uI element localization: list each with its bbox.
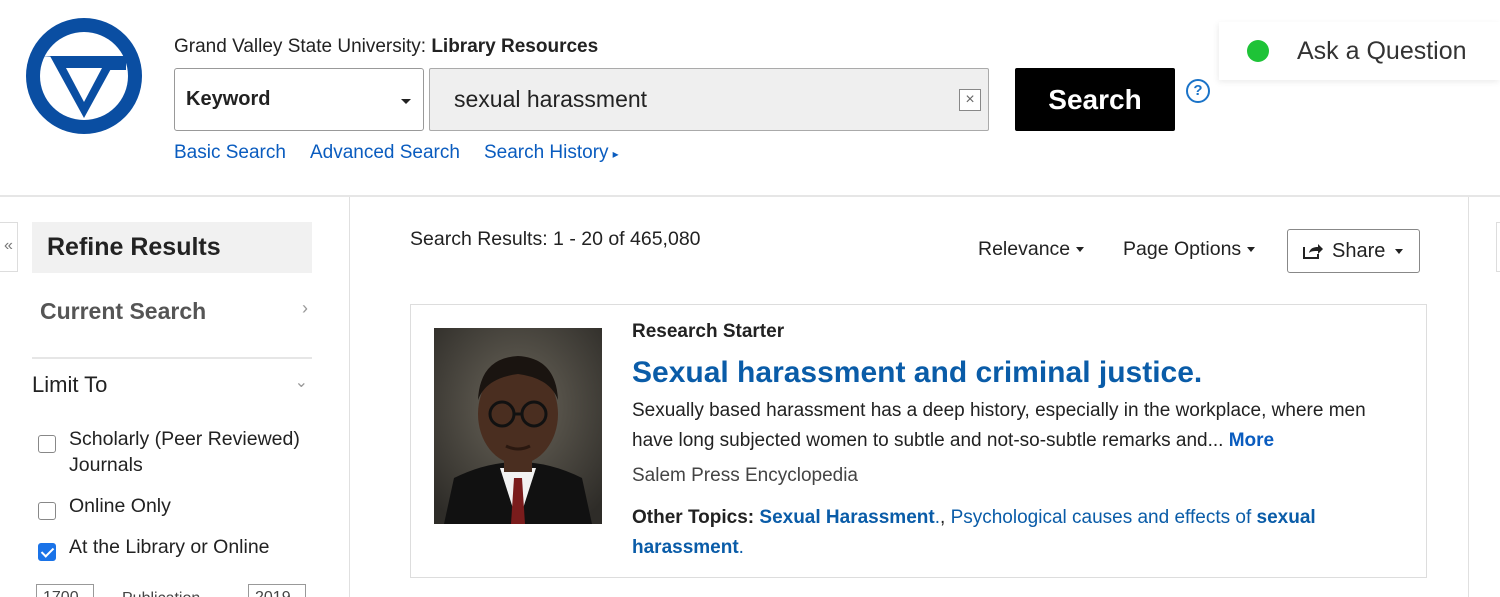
search-button[interactable]: Search [1015,68,1175,131]
checkbox[interactable] [38,502,56,520]
limit-option-online-only[interactable]: Online Only [38,493,171,520]
checkbox[interactable] [38,435,56,453]
search-history-link[interactable]: Search History ▸ [483,142,619,163]
search-input[interactable] [429,68,989,131]
search-field-select[interactable]: Keyword [174,68,424,131]
right-panel-tab[interactable] [1496,222,1500,272]
chevron-down-icon: ⌄ [294,374,308,391]
research-starter-title[interactable]: Sexual harassment and criminal justice. [632,356,1203,389]
caret-down-icon [401,99,411,104]
arrow-right-icon: ▸ [612,147,619,161]
topic-link-psychological-causes[interactable]: Psychological causes and effects of sexu… [632,507,1316,558]
advanced-search-link[interactable]: Advanced Search [309,142,460,163]
ask-a-question-widget[interactable]: Ask a Question [1219,22,1500,80]
limit-to-toggle[interactable]: Limit To ⌄ [32,372,308,397]
basic-search-link[interactable]: Basic Search [174,142,286,163]
page-options-dropdown[interactable]: Page Options [1123,238,1256,261]
limit-option-label: At the Library or Online [69,536,270,558]
other-topics: Other Topics: Sexual Harassment., Psycho… [632,507,1316,558]
sort-relevance-dropdown[interactable]: Relevance [978,238,1085,261]
limit-option-library-or-online[interactable]: At the Library or Online [38,534,270,561]
right-panel-divider [1468,197,1469,597]
limit-option-label: Online Only [69,495,171,517]
online-status-icon [1247,40,1269,62]
search-links: Basic Search Advanced Search Search Hist… [174,142,619,164]
research-starter-label: Research Starter [632,321,785,342]
ask-a-question-label: Ask a Question [1297,36,1467,65]
chevron-right-icon: › [302,298,308,318]
date-to-input[interactable]: 2019 [248,584,306,597]
date-from-input[interactable]: 1700 [36,584,94,597]
help-icon[interactable]: ? [1186,79,1210,103]
more-link[interactable]: More [1228,430,1275,451]
limit-option-label: Scholarly (Peer Reviewed) Journals [69,428,300,476]
limit-option-scholarly[interactable]: Scholarly (Peer Reviewed) Journals [38,426,311,478]
caret-down-icon [1247,247,1256,252]
research-starter-abstract: Sexually based harassment has a deep his… [632,400,1366,451]
sidebar-divider [349,197,350,597]
research-starter-source: Salem Press Encyclopedia [632,465,858,486]
collapse-sidebar-icon[interactable]: « [0,222,18,272]
header: Grand Valley State University: Library R… [0,0,1500,197]
caret-down-icon [1395,248,1404,254]
share-icon [1303,244,1323,259]
caret-down-icon [1076,247,1085,252]
results-count: Search Results: 1 - 20 of 465,080 [410,228,701,250]
current-search-toggle[interactable]: Current Search › [40,298,308,324]
publication-date-label: Publication [122,590,200,597]
topic-link-sexual-harassment[interactable]: Sexual Harassment. [759,507,940,528]
refine-results-heading: Refine Results [32,222,312,273]
clear-search-icon[interactable]: × [959,89,981,111]
gvsu-logo-icon[interactable] [24,16,144,136]
research-starter-image[interactable] [434,328,602,524]
divider [32,357,312,359]
checkbox-checked[interactable] [38,543,56,561]
institution-title: Grand Valley State University: Library R… [174,36,599,57]
share-button[interactable]: Share [1287,229,1420,273]
